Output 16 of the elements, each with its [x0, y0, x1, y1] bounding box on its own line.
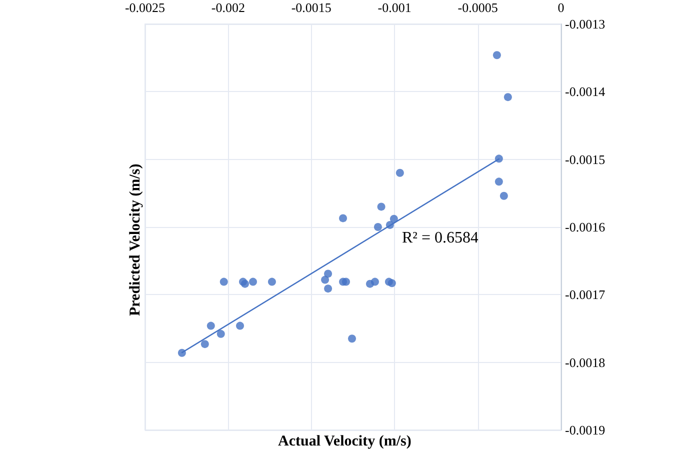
y-tick-label: -0.0017: [565, 287, 606, 302]
y-axis-title: Predicted Velocity (m/s): [128, 164, 144, 316]
y-tick-label: -0.0013: [565, 16, 606, 32]
x-tick-label: -0.001: [378, 0, 412, 15]
y-tick-label: -0.0015: [565, 152, 606, 167]
y-tick-label: -0.0019: [565, 422, 606, 438]
y-tick-label: -0.0014: [565, 84, 606, 100]
x-tick-label: -0.002: [211, 0, 245, 15]
x-axis-title: Actual Velocity (m/s): [278, 434, 412, 450]
y-tick-label: -0.0016: [565, 220, 606, 234]
x-tick-label: -0.0015: [291, 0, 332, 15]
x-tick-label: -0.0025: [124, 0, 166, 15]
x-tick-label: 0: [558, 0, 564, 15]
x-tick-label: -0.0005: [458, 0, 498, 15]
y-tick-label: -0.0018: [565, 354, 606, 370]
annotation: R² = 0.6584: [402, 230, 478, 246]
